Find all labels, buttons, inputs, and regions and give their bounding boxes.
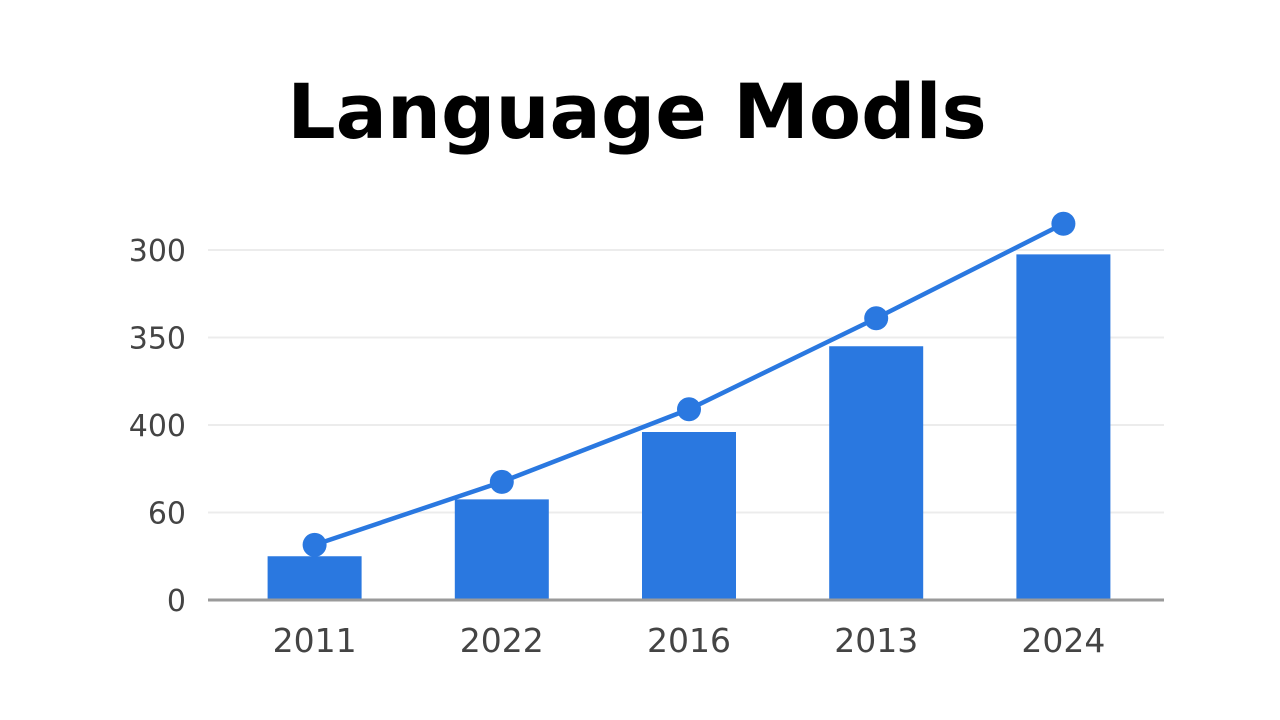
line-point: [1051, 211, 1076, 236]
bar: [642, 432, 736, 600]
x-tick-label: 2013: [834, 621, 918, 660]
bar: [829, 346, 924, 600]
x-tick-label: 2022: [460, 621, 544, 660]
y-tick-label: 60: [148, 497, 186, 532]
bar: [1016, 254, 1111, 600]
line-point: [677, 397, 701, 422]
y-tick-label: 400: [129, 409, 186, 444]
bar: [267, 556, 362, 600]
chart-title: Language Modls: [287, 67, 987, 156]
y-tick-label: 0: [167, 584, 186, 619]
x-tick-label: 2011: [273, 621, 357, 660]
trend-line-series: [302, 211, 1076, 557]
x-tick-label: 2024: [1021, 621, 1105, 660]
bar: [454, 499, 549, 600]
line-point: [864, 306, 889, 331]
y-axis-ticks: 0 60 400 350 300: [129, 234, 186, 619]
bars: [267, 254, 1111, 600]
y-tick-label: 300: [129, 234, 186, 269]
x-tick-label: 2016: [647, 621, 731, 660]
y-tick-label: 350: [129, 322, 186, 357]
line-point: [302, 532, 327, 557]
line-point: [489, 469, 514, 494]
x-axis-ticks: 2011 2022 2016 2013 2024: [273, 621, 1106, 660]
